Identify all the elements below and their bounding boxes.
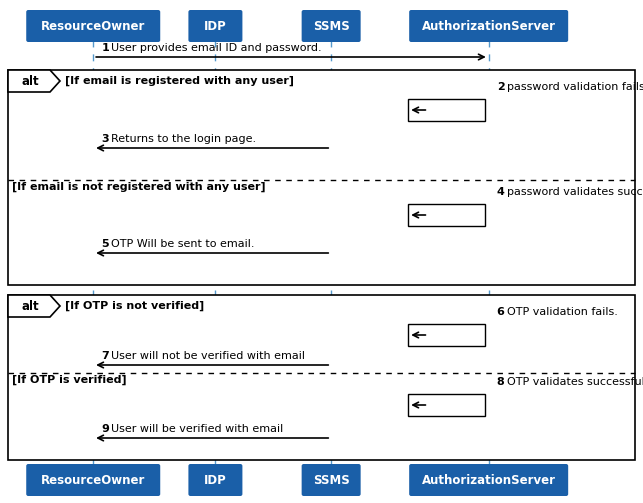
Text: IDP: IDP	[204, 473, 227, 486]
Bar	[8, 295, 635, 460]
Text: 6: 6	[496, 307, 505, 317]
FancyBboxPatch shape	[302, 464, 361, 496]
FancyBboxPatch shape	[188, 464, 242, 496]
Text: [If OTP is not verified]: [If OTP is not verified]	[65, 301, 204, 311]
Text: 9: 9	[101, 424, 109, 434]
Text: User provides email ID and password.: User provides email ID and password.	[111, 43, 322, 53]
FancyBboxPatch shape	[26, 10, 160, 42]
Text: OTP validates successfully.: OTP validates successfully.	[507, 377, 643, 387]
Text: 1: 1	[101, 43, 109, 53]
Text: [If email is registered with any user]: [If email is registered with any user]	[65, 76, 294, 86]
Bar	[408, 324, 485, 346]
Bar	[408, 394, 485, 416]
Text: alt: alt	[21, 74, 39, 88]
Text: 2: 2	[496, 82, 504, 92]
Text: 3: 3	[101, 134, 109, 144]
Text: OTP validation fails.: OTP validation fails.	[507, 307, 617, 317]
Bar	[8, 70, 635, 285]
Text: OTP Will be sent to email.: OTP Will be sent to email.	[111, 239, 255, 249]
Text: User will be verified with email: User will be verified with email	[111, 424, 284, 434]
Text: ResourceOwner: ResourceOwner	[41, 20, 145, 33]
FancyBboxPatch shape	[409, 464, 568, 496]
FancyBboxPatch shape	[302, 10, 361, 42]
Text: AuthorizationServer: AuthorizationServer	[422, 20, 556, 33]
FancyBboxPatch shape	[188, 10, 242, 42]
Text: Returns to the login page.: Returns to the login page.	[111, 134, 257, 144]
Text: AuthorizationServer: AuthorizationServer	[422, 473, 556, 486]
Text: 8: 8	[496, 377, 504, 387]
Text: ResourceOwner: ResourceOwner	[41, 473, 145, 486]
Text: password validation fails: password validation fails	[507, 82, 643, 92]
Text: 4: 4	[496, 187, 505, 197]
Polygon shape	[8, 295, 60, 317]
FancyBboxPatch shape	[26, 464, 160, 496]
Text: [If OTP is verified]: [If OTP is verified]	[12, 375, 127, 385]
Text: 7: 7	[101, 351, 109, 361]
Text: IDP: IDP	[204, 20, 227, 33]
Text: [If email is not registered with any user]: [If email is not registered with any use…	[12, 182, 266, 192]
FancyBboxPatch shape	[409, 10, 568, 42]
Text: alt: alt	[21, 299, 39, 312]
Bar	[408, 204, 485, 226]
Text: User will not be verified with email: User will not be verified with email	[111, 351, 305, 361]
Polygon shape	[8, 70, 60, 92]
Text: SSMS: SSMS	[312, 20, 350, 33]
Text: SSMS: SSMS	[312, 473, 350, 486]
Bar	[408, 99, 485, 121]
Text: password validates successfully.: password validates successfully.	[507, 187, 643, 197]
Text: 5: 5	[101, 239, 109, 249]
